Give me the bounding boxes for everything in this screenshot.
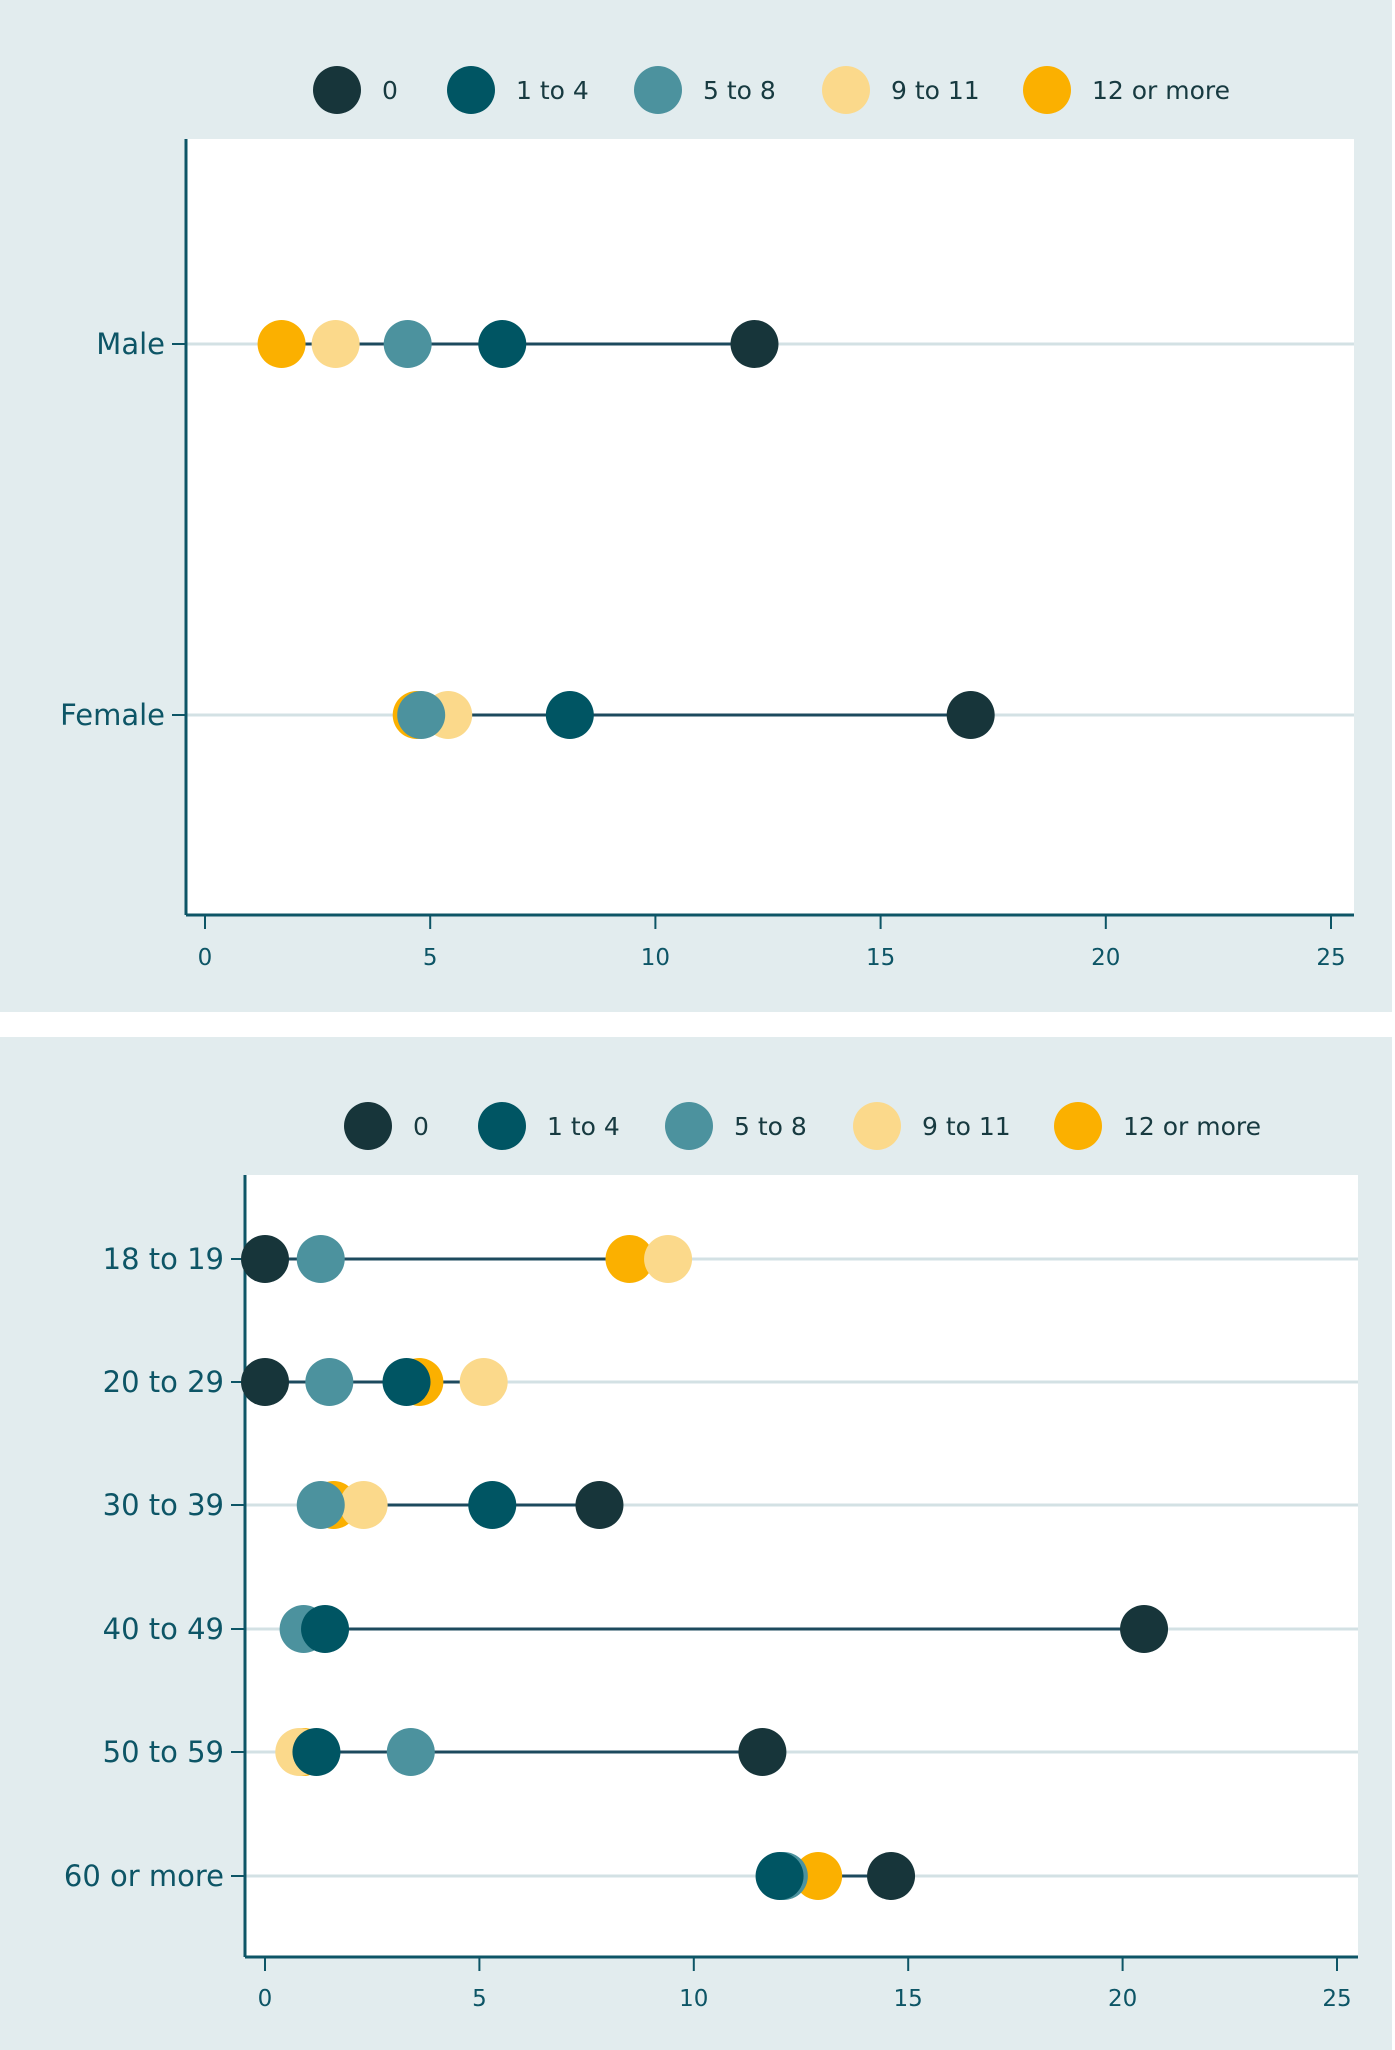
chart-panel-age: 0 1 to 4 5 to 8 9 to 11 12 or more 18 to 19 20… (0, 1037, 1392, 2050)
legend-label-1-to-4: 1 to 4 (547, 1112, 620, 1141)
dot-male-1-to-4 (478, 320, 527, 368)
x-tick-label-0: 0 (198, 945, 213, 971)
dot-male-9-to-11 (311, 320, 360, 368)
x-tick-label-25: 25 (1316, 945, 1345, 971)
legend-marker-1-to-4 (447, 66, 495, 114)
category-label-female: Female (60, 698, 165, 732)
legend-label-9-to-11: 9 to 11 (922, 1112, 1011, 1141)
dot-20-to-29-0 (241, 1358, 289, 1406)
legend-label-9-to-11: 9 to 11 (891, 76, 980, 105)
legend: 0 1 to 4 5 to 8 9 to 11 12 or more (313, 66, 1230, 114)
legend-marker-12-or-more (1023, 66, 1071, 114)
dot-50-to-59-5-to-8 (386, 1728, 435, 1776)
legend-label-1-to-4: 1 to 4 (516, 76, 589, 105)
legend-label-0: 0 (382, 76, 398, 105)
dot-30-to-39-5-to-8 (296, 1481, 345, 1529)
dot-18-to-19-9-to-11 (644, 1235, 693, 1283)
dot-male-5-to-8 (383, 320, 432, 368)
x-tick-label-15: 15 (866, 945, 895, 971)
legend-marker-1-to-4 (478, 1102, 526, 1150)
dot-40-to-49-1-to-4 (301, 1605, 350, 1653)
legend-label-5-to-8: 5 to 8 (703, 76, 776, 105)
legend-marker-9-to-11 (853, 1102, 901, 1150)
category-label-20-to-29: 20 to 29 (103, 1365, 224, 1399)
category-label-60-or-more: 60 or more (64, 1859, 224, 1893)
dot-20-to-29-5-to-8 (305, 1358, 354, 1406)
legend: 0 1 to 4 5 to 8 9 to 11 12 or more (344, 1102, 1261, 1150)
dot-male-12-or-more (257, 320, 306, 368)
dot-30-to-39-1-to-4 (468, 1481, 517, 1529)
dot-18-to-19-12-or-more (605, 1235, 654, 1283)
dot-40-to-49-0 (1120, 1605, 1169, 1653)
category-label-50-to-59: 50 to 59 (103, 1735, 224, 1769)
dot-18-to-19-0 (241, 1235, 289, 1283)
legend-marker-9-to-11 (822, 66, 870, 114)
dot-30-to-39-9-to-11 (339, 1481, 388, 1529)
legend-marker-0 (313, 66, 361, 114)
x-tick-label-25: 25 (1322, 1986, 1351, 2012)
x-tick-label-20: 20 (1108, 1986, 1137, 2012)
category-label-male: Male (96, 327, 165, 361)
dot-chart-sex: 0 1 to 4 5 to 8 9 to 11 12 or more Male Female… (60, 66, 1354, 971)
x-tick-label-20: 20 (1091, 945, 1120, 971)
x-tick-label-0: 0 (258, 1986, 273, 2012)
plot-area (245, 1175, 1358, 1957)
category-label-18-to-19: 18 to 19 (103, 1242, 224, 1276)
legend-marker-5-to-8 (634, 66, 682, 114)
legend-label-5-to-8: 5 to 8 (734, 1112, 807, 1141)
dot-30-to-39-0 (575, 1481, 624, 1529)
dot-50-to-59-1-to-4 (292, 1728, 341, 1776)
dot-18-to-19-5-to-8 (296, 1235, 345, 1283)
legend-label-0: 0 (413, 1112, 429, 1141)
x-tick-label-15: 15 (894, 1986, 923, 2012)
dot-chart-age: 0 1 to 4 5 to 8 9 to 11 12 or more 18 to 19 20… (64, 1102, 1358, 2012)
x-tick-label-5: 5 (472, 1986, 487, 2012)
x-tick-label-10: 10 (679, 1986, 708, 2012)
dot-50-to-59-0 (738, 1728, 787, 1776)
chart-panel-sex: 0 1 to 4 5 to 8 9 to 11 12 or more Male Female… (0, 0, 1392, 1012)
legend-label-12-or-more: 12 or more (1092, 76, 1230, 105)
dot-20-to-29-9-to-11 (459, 1358, 508, 1406)
dot-20-to-29-1-to-4 (382, 1358, 431, 1406)
dot-female-1-to-4 (545, 691, 594, 739)
legend-label-12-or-more: 12 or more (1123, 1112, 1261, 1141)
legend-marker-5-to-8 (665, 1102, 713, 1150)
dot-60-or-more-1-to-4 (755, 1852, 804, 1900)
category-label-30-to-39: 30 to 39 (103, 1488, 224, 1522)
legend-marker-0 (344, 1102, 392, 1150)
dot-male-0 (730, 320, 779, 368)
dot-60-or-more-12-or-more (794, 1852, 843, 1900)
dot-female-5-to-8 (397, 691, 446, 739)
dot-60-or-more-0 (867, 1852, 916, 1900)
category-label-40-to-49: 40 to 49 (103, 1612, 224, 1646)
plot-area (186, 139, 1354, 915)
x-tick-label-10: 10 (641, 945, 670, 971)
dot-female-0 (946, 691, 995, 739)
x-tick-label-5: 5 (423, 945, 438, 971)
legend-marker-12-or-more (1054, 1102, 1102, 1150)
